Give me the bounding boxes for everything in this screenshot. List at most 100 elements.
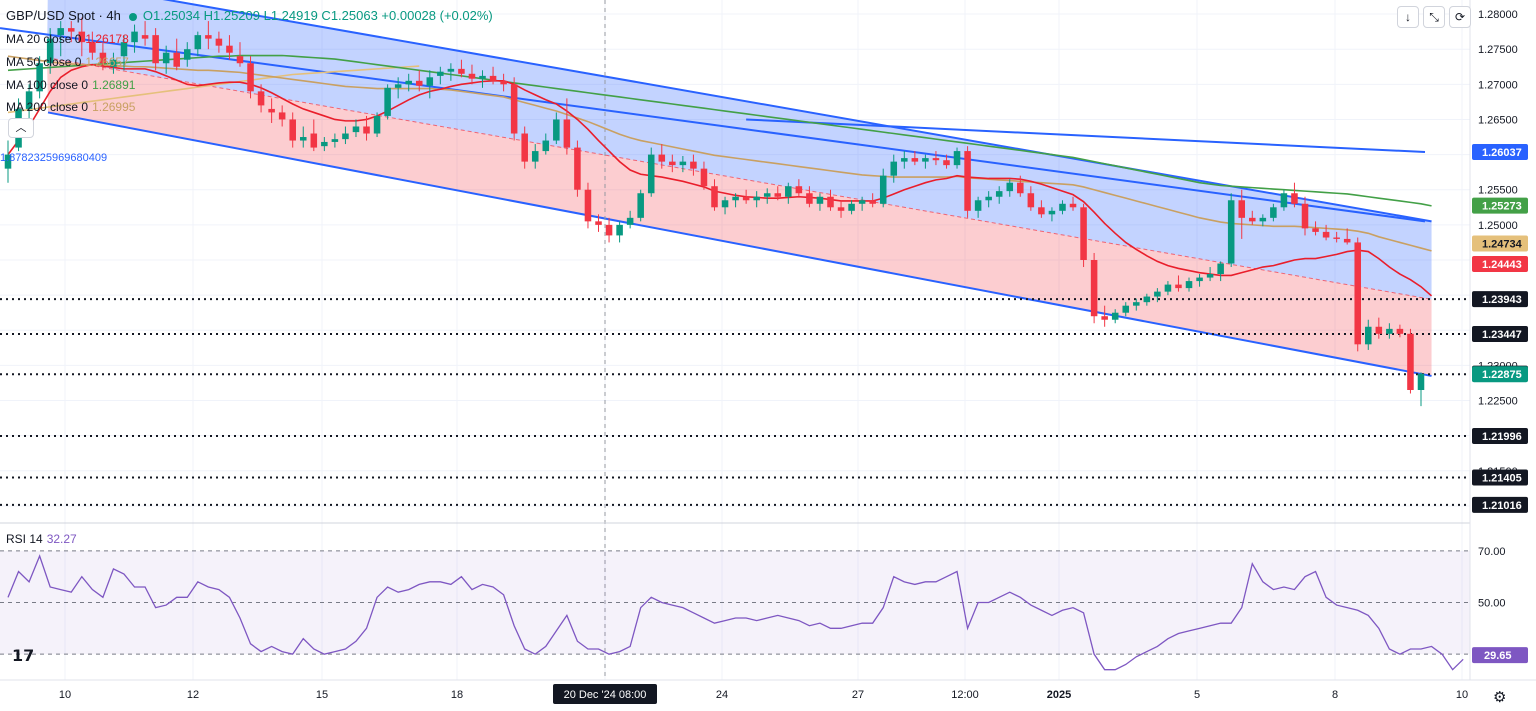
symbol-title[interactable]: GBP/USD Spot · 4h — [6, 8, 121, 23]
price-tag — [1472, 427, 1528, 444]
candle-body — [932, 158, 940, 161]
price-tag-label: 1.23943 — [1482, 294, 1522, 306]
candle-body — [531, 151, 539, 162]
candle-body — [278, 112, 286, 120]
candle-body — [837, 207, 845, 211]
candle-body — [1238, 200, 1246, 218]
collapse-button[interactable]: ⤡ — [1423, 6, 1445, 28]
channel-upper-line — [162, 0, 1432, 223]
arrow-down-button[interactable]: ↓ — [1397, 6, 1419, 28]
candle-body — [1291, 193, 1298, 204]
candle-body — [985, 196, 992, 201]
candle-body — [1059, 203, 1066, 211]
time-tick-label: 24 — [716, 689, 728, 701]
time-tick-label: 12:00 — [951, 689, 979, 701]
candle-body — [257, 91, 265, 106]
ma200-legend[interactable]: MA 200 close 0 1.26995 — [6, 100, 136, 114]
candle-body — [57, 28, 64, 36]
rsi-legend[interactable]: RSI 14 32.27 — [6, 532, 77, 546]
candle-body — [1249, 217, 1256, 222]
candle-body — [890, 161, 898, 176]
time-tick-label: 27 — [852, 689, 864, 701]
candle-body — [1185, 281, 1193, 289]
price-tick-label: 1.27000 — [1478, 79, 1518, 91]
time-tick-label: 2025 — [1047, 689, 1071, 701]
time-tick-label: 8 — [1332, 689, 1338, 701]
candle-body — [753, 196, 760, 201]
candle-body — [458, 68, 465, 74]
candle-body — [500, 80, 507, 85]
price-tick-label: 1.22500 — [1478, 396, 1518, 408]
candle-body — [1333, 237, 1340, 239]
collapse-legend-button[interactable]: ︿ — [8, 118, 34, 138]
candle-body — [89, 42, 96, 53]
candle-body — [742, 196, 750, 201]
candle-body — [595, 221, 602, 225]
channel-lower-line — [47, 111, 1432, 377]
candle-body — [1080, 207, 1087, 260]
reload-button[interactable]: ⟳ — [1449, 6, 1471, 28]
ma50-line — [7, 55, 1432, 252]
candle-body — [373, 115, 381, 134]
candle-body — [1259, 217, 1267, 222]
chevron-up-icon: ︿ — [15, 122, 27, 134]
candle-body — [1175, 284, 1182, 289]
candle-body — [215, 38, 223, 46]
candle-body — [331, 139, 339, 142]
candle-body — [1365, 326, 1372, 345]
candle-body — [1375, 326, 1383, 334]
time-tick-label: 5 — [1194, 689, 1200, 701]
price-tick-label: 1.28000 — [1478, 9, 1518, 21]
price-tag-label: 1.24734 — [1482, 239, 1523, 251]
candle-body — [162, 52, 170, 64]
candle-body — [1154, 291, 1161, 297]
candle-body — [36, 63, 43, 92]
price-tag — [1472, 197, 1528, 214]
price-tag-label: 1.21405 — [1482, 472, 1522, 484]
price-tag — [1472, 469, 1528, 486]
candle-body — [352, 126, 360, 133]
rsi-value-tag — [1472, 647, 1528, 664]
candle-body — [732, 196, 739, 201]
candle-body — [774, 193, 782, 197]
crosshair-time-tag — [553, 684, 657, 704]
candle-body — [1027, 193, 1035, 208]
price-tag — [1472, 366, 1528, 383]
candle-body — [268, 108, 275, 113]
candle-body — [869, 200, 876, 204]
chart-header: GBP/USD Spot · 4h O1.25034 H1.25209 L1.24… — [6, 8, 493, 23]
tradingview-logo-icon[interactable]: 𝟭𝟳 — [12, 648, 35, 665]
candle-body — [763, 193, 771, 197]
candle-body — [1206, 274, 1214, 278]
candle-body — [647, 154, 655, 194]
candle-body — [1017, 182, 1024, 194]
time-tick-label: 18 — [451, 689, 463, 701]
candle-body — [901, 158, 908, 162]
ma100-legend[interactable]: MA 100 close 0 1.26891 — [6, 78, 136, 92]
market-status-dot — [128, 12, 137, 21]
candle-body — [415, 80, 423, 86]
ma50-legend[interactable]: MA 50 close 0 1.26657 — [6, 55, 129, 69]
candle-body — [25, 91, 33, 109]
ma20-line — [7, 63, 1433, 297]
candle-body — [964, 151, 971, 211]
candle-body — [310, 133, 318, 148]
candle-body — [711, 186, 718, 208]
candle-body — [1270, 207, 1277, 218]
candle-body — [1227, 200, 1235, 264]
price-tag — [1472, 291, 1528, 308]
candle-body — [1312, 228, 1319, 232]
gear-icon[interactable]: ⚙ — [1493, 689, 1507, 706]
ohlc-readout: O1.25034 H1.25209 L1.24919 C1.25063 +0.0… — [142, 8, 493, 23]
time-tick-label: 10 — [1456, 689, 1468, 701]
candle-body — [1143, 296, 1151, 303]
time-tick-label: 15 — [316, 689, 328, 701]
ma200-line — [7, 65, 420, 114]
price-tick-label: 1.26500 — [1478, 114, 1518, 126]
candle-body — [690, 161, 697, 169]
ma20-legend[interactable]: MA 20 close 0 1.26178 — [6, 32, 129, 46]
candle-body — [1038, 207, 1045, 215]
ma100-line — [7, 54, 1432, 207]
